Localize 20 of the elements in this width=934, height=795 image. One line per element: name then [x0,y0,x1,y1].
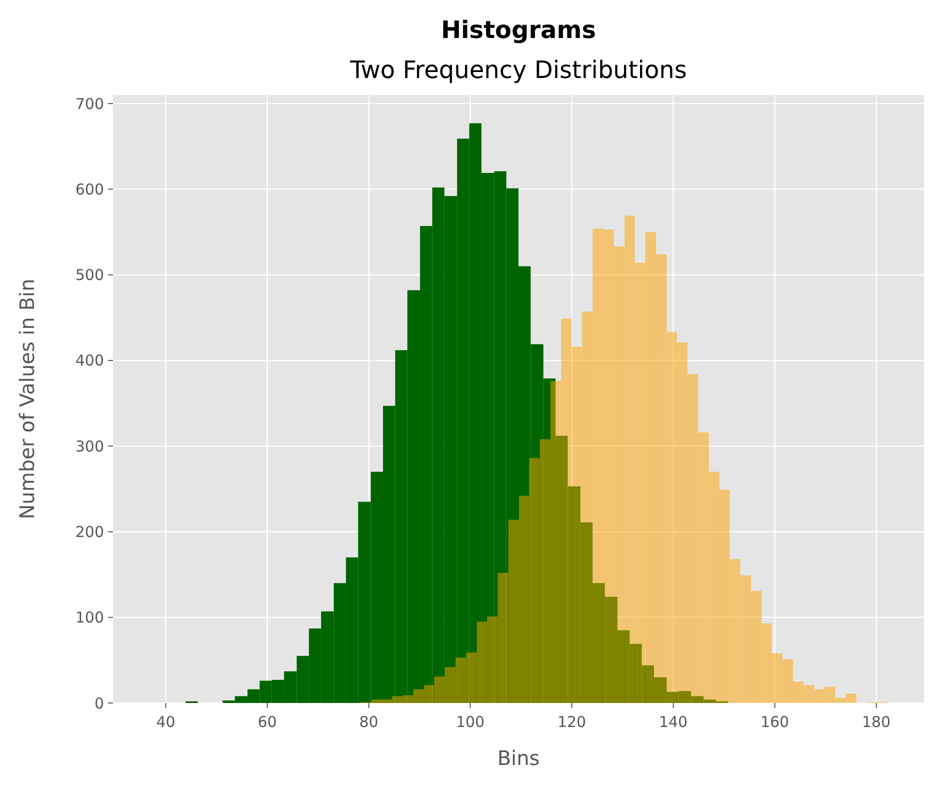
chart-title: Histograms [440,16,596,44]
x-tick-label: 180 [862,713,891,731]
x-axis-title: Bins [497,746,540,770]
x-tick-label: 100 [456,713,485,731]
x-tick-label: 160 [760,713,790,731]
x-tick-label: 120 [557,713,586,731]
x-tick-label: 40 [156,713,176,731]
chart-subtitle: Two Frequency Distributions [349,56,687,84]
y-tick-label: 100 [75,608,104,627]
y-tick-label: 200 [75,522,104,541]
y-tick-label: 300 [75,437,104,456]
y-tick-label: 500 [75,266,104,284]
x-tick-label: 80 [359,713,378,731]
x-tick-label: 140 [658,713,688,731]
y-tick-label: 700 [75,94,104,113]
y-tick-label: 600 [75,180,104,198]
y-tick-label: 0 [94,694,104,712]
y-tick-label: 400 [75,352,104,370]
x-tick-label: 60 [258,713,277,731]
y-axis-title: Number of Values in Bin [15,278,39,520]
